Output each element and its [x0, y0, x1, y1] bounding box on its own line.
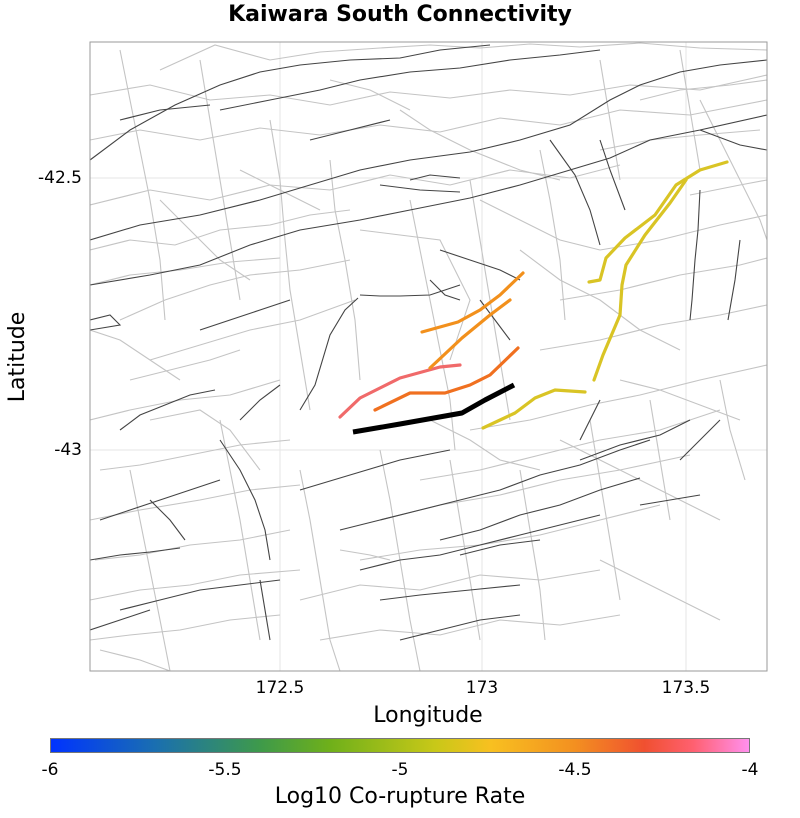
colorbar-tick-label: -6 — [41, 760, 59, 780]
y-axis-label: Latitude — [5, 311, 30, 403]
colorbar-label: Log10 Co-rupture Rate — [274, 784, 526, 809]
map-title: Kaiwara South Connectivity — [228, 2, 572, 27]
co-rupture-sections — [338, 160, 729, 430]
x-axis-label: Longitude — [373, 703, 483, 728]
fault-traces — [90, 44, 767, 641]
co-rupture-section — [338, 363, 462, 419]
colorbar-tick-label: -5.5 — [208, 760, 242, 780]
colorbar-tick-label: -4 — [741, 760, 759, 780]
plot-frame — [89, 41, 768, 672]
co-rupture-section — [373, 346, 520, 412]
colorbar-tick-label: -4.5 — [558, 760, 592, 780]
co-rupture-section — [481, 388, 587, 430]
x-tick-label: 173 — [465, 678, 499, 698]
co-rupture-section — [420, 271, 525, 334]
co-rupture-section — [592, 178, 688, 382]
x-tick-label: 172.5 — [255, 678, 305, 698]
grid-lines — [90, 42, 767, 671]
x-tick-label: 173.5 — [661, 678, 711, 698]
y-tick-label: -42.5 — [38, 168, 82, 188]
colorbar-gradient — [50, 738, 750, 753]
selected-fault-trace — [352, 382, 516, 435]
co-rupture-section — [587, 160, 729, 284]
colorbar-tick-label: -5 — [391, 760, 409, 780]
co-rupture-section — [428, 298, 512, 370]
plot-area — [90, 42, 767, 671]
section-outlines — [90, 42, 767, 671]
y-tick-label: -43 — [54, 440, 82, 460]
